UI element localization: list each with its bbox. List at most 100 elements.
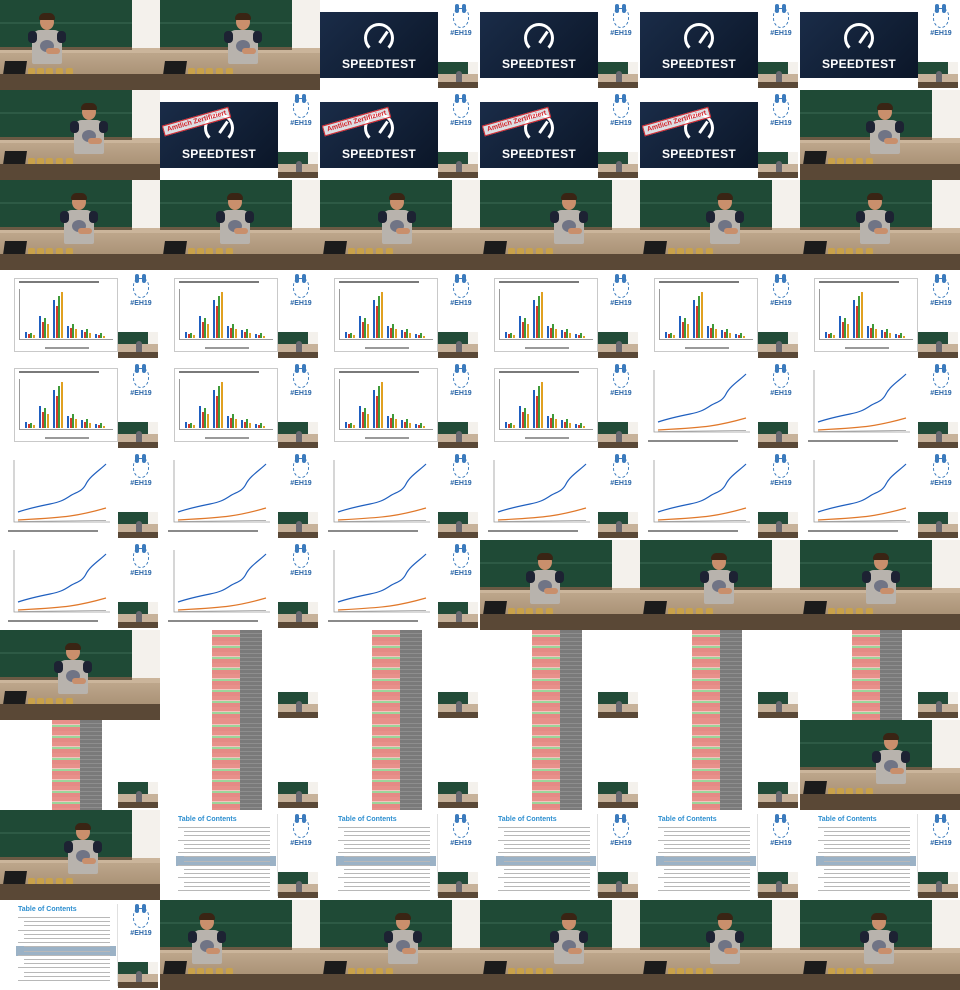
frame-thumbnail xyxy=(160,630,320,720)
chart-bar xyxy=(389,418,392,428)
toc-entry xyxy=(184,843,270,845)
toc-entry xyxy=(184,885,270,887)
frame-thumbnail: #EH19 xyxy=(0,270,160,360)
y-axis xyxy=(19,289,20,339)
inset-chalkboard xyxy=(118,602,148,614)
chart-bar xyxy=(72,414,75,428)
rabbit-emblem xyxy=(933,368,949,388)
frame-thumbnail: SPEEDTEST Amtlich Zertifiziert #EH19 xyxy=(320,90,480,180)
shirt-sleeve xyxy=(253,31,262,43)
trophy-prop xyxy=(188,68,195,76)
speaker-inset xyxy=(758,332,798,358)
shirt-sleeve xyxy=(245,211,254,223)
rabbit-emblem xyxy=(453,8,469,28)
toc-entry xyxy=(344,831,430,833)
rabbit-ear xyxy=(462,544,466,553)
chart-bar xyxy=(364,408,367,428)
desk-props xyxy=(828,968,878,976)
lecture-desk xyxy=(160,74,320,90)
chart-bar xyxy=(387,416,389,428)
speaker-inset xyxy=(438,692,478,718)
eh19-hashtag: #EH19 xyxy=(290,480,312,487)
chart-title-line xyxy=(339,371,419,373)
rabbit-ear xyxy=(455,94,459,103)
bar-chart-figure xyxy=(14,368,118,442)
spreadsheet-column-values xyxy=(80,720,102,810)
chart-bar xyxy=(187,334,190,338)
eh19-hashtag: #EH19 xyxy=(290,570,312,577)
speaker-hair xyxy=(561,193,577,200)
eh19-logo: #EH19 xyxy=(606,814,636,856)
trophy-prop xyxy=(28,248,35,256)
inset-chalkboard xyxy=(278,152,308,164)
trophy-prop xyxy=(536,608,543,616)
inset-screen xyxy=(148,422,158,434)
rabbit-ear xyxy=(942,4,946,13)
series-line-gray xyxy=(497,520,587,522)
frame-thumbnail: Table of Contents #EH19 xyxy=(0,900,160,990)
speaker xyxy=(862,553,902,616)
inset-speaker xyxy=(776,881,782,893)
toc-entry xyxy=(664,835,750,837)
trophy-prop xyxy=(28,68,35,76)
rabbit-ear xyxy=(935,4,939,13)
toc-page: Table of Contents xyxy=(14,904,118,986)
toc-entry xyxy=(178,877,270,879)
trophy-prop xyxy=(386,968,393,976)
rabbit-ear xyxy=(142,904,146,913)
inset-chalkboard xyxy=(278,872,308,884)
chart-bar xyxy=(44,318,47,338)
eh19-hashtag: #EH19 xyxy=(130,570,152,577)
rabbit-ear xyxy=(295,274,299,283)
inset-desk xyxy=(278,622,318,628)
inset-desk xyxy=(118,352,158,358)
lecture-desk xyxy=(800,614,960,630)
speaker xyxy=(860,913,900,976)
speaker-inset xyxy=(278,692,318,718)
chart-axes xyxy=(13,550,110,613)
inset-screen xyxy=(788,872,798,884)
eh19-logo: #EH19 xyxy=(446,814,476,856)
speaker-hair xyxy=(81,103,97,110)
speaker-inset xyxy=(278,872,318,898)
chart-bar xyxy=(726,329,729,338)
chart-legend xyxy=(365,347,409,349)
rabbit-ear xyxy=(142,544,146,553)
rabbit-emblem xyxy=(933,278,949,298)
chalkboard xyxy=(0,0,132,50)
toc-entry xyxy=(184,856,270,858)
chart-bar xyxy=(895,334,897,338)
figure-caption-line xyxy=(648,440,738,442)
x-axis xyxy=(659,339,753,340)
trophy-prop xyxy=(56,878,63,886)
lecture-desk xyxy=(0,164,160,180)
toc-entry xyxy=(344,848,430,849)
chalkboard-rail xyxy=(160,22,292,24)
chart-bar xyxy=(695,306,698,338)
speaker-hair xyxy=(389,193,405,200)
toc-page: Table of Contents xyxy=(174,814,278,896)
chalkboard xyxy=(0,90,132,140)
series-line-blue xyxy=(17,553,107,603)
eh19-hashtag: #EH19 xyxy=(770,300,792,307)
inset-speaker xyxy=(776,431,782,443)
rabbit-emblem xyxy=(773,98,789,118)
frame-thumbnail xyxy=(800,90,960,180)
toc-entry xyxy=(664,831,750,833)
spreadsheet-column-values xyxy=(400,720,422,810)
shirt-sleeve xyxy=(872,751,881,763)
eh19-hashtag: #EH19 xyxy=(130,930,152,937)
chart-bar xyxy=(549,328,552,338)
inset-chalkboard xyxy=(758,62,788,74)
spreadsheet-column-status xyxy=(372,630,400,720)
trophy-prop xyxy=(837,788,844,796)
chart-bar xyxy=(417,335,420,338)
toc-entry xyxy=(184,869,270,870)
inset-screen xyxy=(468,872,478,884)
rabbit-emblem xyxy=(773,458,789,478)
chart-bar xyxy=(30,423,33,428)
rabbit-ear xyxy=(782,364,786,373)
speaker-arm xyxy=(880,588,894,594)
toc-entry xyxy=(664,848,750,849)
speaker-hair xyxy=(227,193,243,200)
